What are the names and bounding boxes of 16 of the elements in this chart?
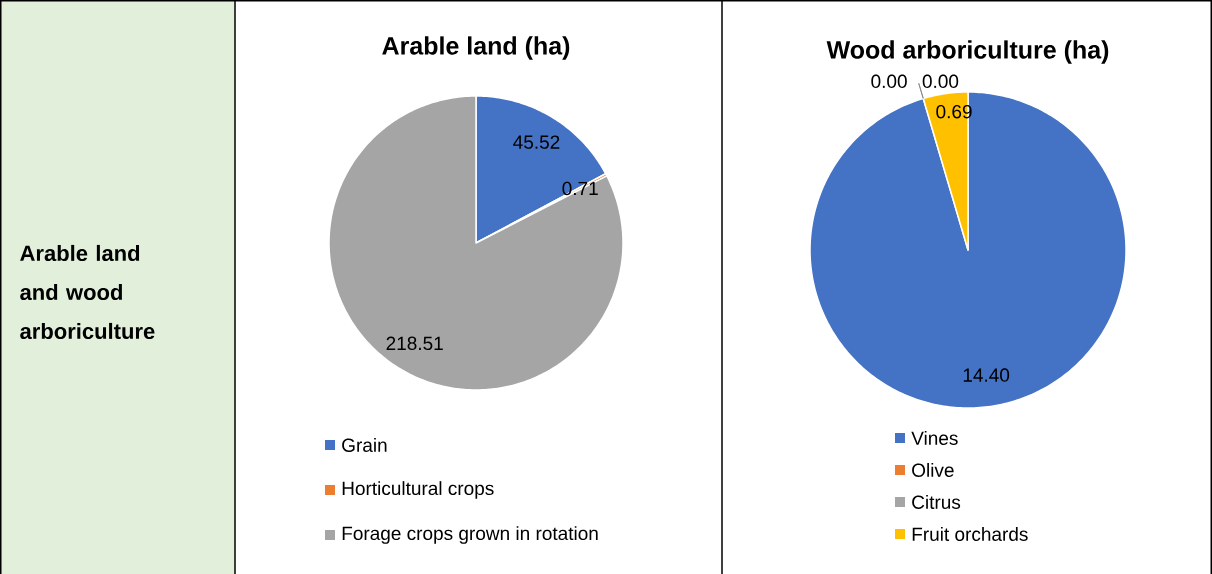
legend-label: Fruit orchards xyxy=(912,527,1028,541)
data-label: 14.40 xyxy=(963,368,1010,382)
legend-label: Olive xyxy=(912,463,954,477)
data-label: 45.52 xyxy=(513,135,560,149)
chart-title: Wood arboriculture (ha) xyxy=(826,40,1109,64)
legend-label: Horticultural crops xyxy=(342,481,494,499)
text: 0.00 xyxy=(871,74,907,89)
legend-label: Forage crops grown in rotation xyxy=(342,526,598,544)
data-label: 218.51 xyxy=(386,336,443,351)
legend-label: Vines xyxy=(911,431,958,445)
legend-label: Grain xyxy=(342,438,387,452)
text: Arable land and wood arboriculture xyxy=(20,244,155,340)
legend-label: Citrus xyxy=(912,495,961,509)
text: 0.00 xyxy=(922,74,959,89)
chart-title: Arable land (ha) xyxy=(382,36,570,60)
data-label: 0.71 xyxy=(562,181,598,196)
